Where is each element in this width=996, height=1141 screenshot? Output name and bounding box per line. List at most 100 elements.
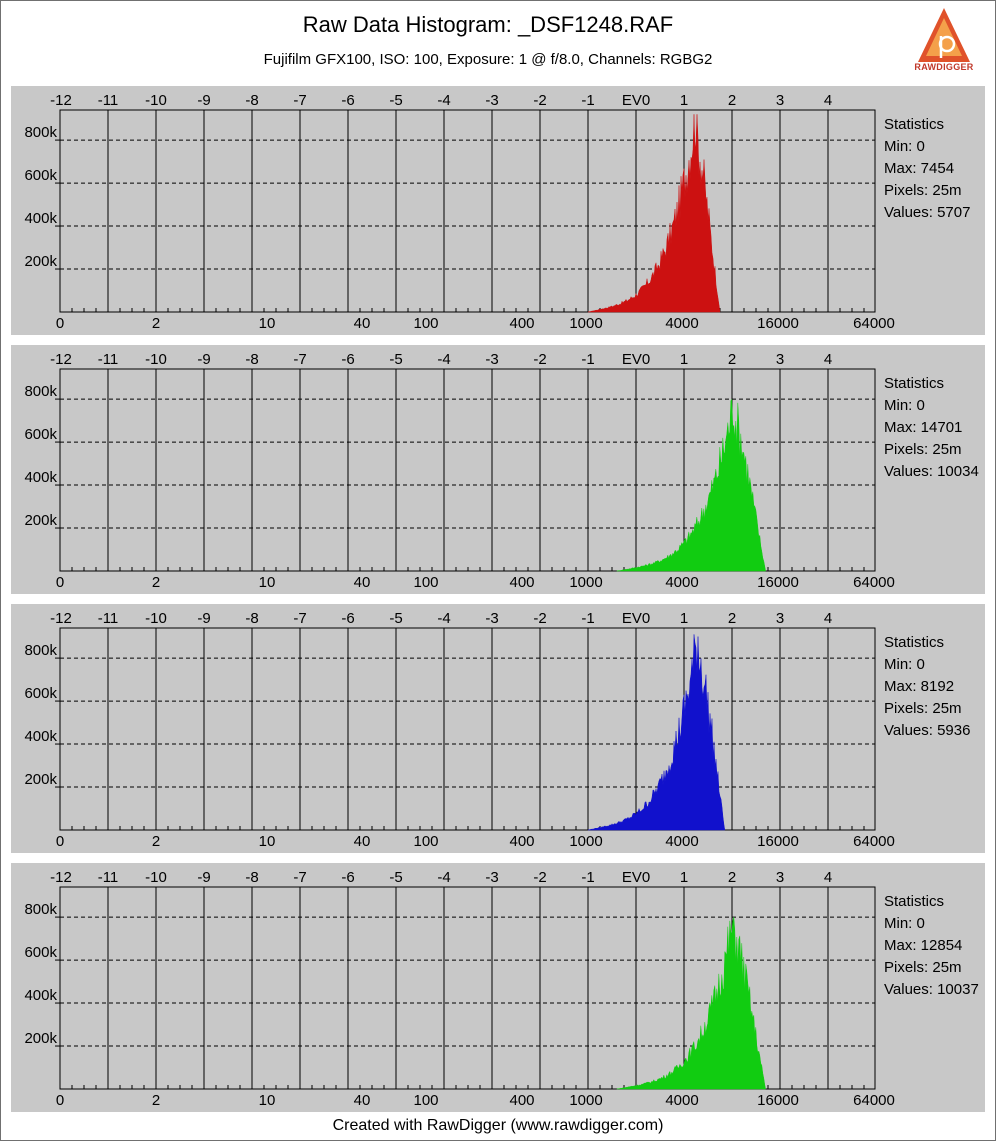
page-title: Raw Data Histogram: _DSF1248.RAF	[302, 12, 674, 37]
y-tick-label: 400k	[24, 728, 57, 745]
stats-max: Max: 7454	[884, 160, 955, 177]
ev-tick-label: -6	[341, 351, 354, 368]
value-tick-label: 16000	[757, 315, 799, 332]
value-tick-label: 10	[259, 574, 276, 591]
value-tick-label: 64000	[853, 1092, 895, 1109]
histogram-area	[616, 917, 766, 1090]
stats-min: Min: 0	[884, 138, 925, 155]
value-tick-label: 100	[413, 833, 438, 850]
histogram-chart-green2: -12 -11 -10 -9 -8 -7 -6 -5 -4 -3 -2 -1 EV0 1 2 3 4 200k 40…	[24, 869, 895, 1109]
ev-tick-label: -5	[389, 92, 402, 109]
value-tick-label: 400	[509, 574, 534, 591]
stats-pixels: Pixels: 25m	[884, 441, 962, 458]
ev-tick-label: -10	[145, 610, 167, 627]
ev-tick-label: -4	[437, 869, 450, 886]
value-tick-label: 1000	[569, 833, 602, 850]
ev-tick-label: -3	[485, 610, 498, 627]
ev-tick-label: -7	[293, 351, 306, 368]
value-tick-label: 16000	[757, 574, 799, 591]
histogram-area	[616, 398, 766, 572]
ev-tick-label: -7	[293, 610, 306, 627]
y-tick-label: 600k	[24, 685, 57, 702]
histogram-panel-green2: -12 -11 -10 -9 -8 -7 -6 -5 -4 -3 -2 -1 EV0 1 2 3 4 200k 40…	[11, 863, 985, 1112]
ev-tick-label: EV0	[622, 351, 650, 368]
ev-tick-label: -3	[485, 869, 498, 886]
ev-tick-label: -12	[50, 92, 72, 109]
y-tick-label: 800k	[24, 901, 57, 918]
page-subtitle: Fujifilm GFX100, ISO: 100, Exposure: 1 @…	[263, 51, 713, 68]
y-tick-label: 200k	[24, 771, 57, 788]
value-tick-label: 1000	[569, 315, 602, 332]
ev-tick-label: -1	[581, 869, 594, 886]
stats-min: Min: 0	[884, 397, 925, 414]
ev-tick-label: -5	[389, 869, 402, 886]
value-tick-label: 4000	[665, 574, 698, 591]
ev-tick-label: -6	[341, 869, 354, 886]
value-tick-label: 2	[152, 1092, 160, 1109]
stats-max: Max: 12854	[884, 937, 963, 954]
cropped-subtitle-line	[0, 76, 976, 84]
stats-values: Values: 10037	[884, 981, 979, 998]
y-tick-label: 200k	[24, 1030, 57, 1047]
ev-tick-label: -8	[245, 351, 258, 368]
value-tick-label: 10	[259, 1092, 276, 1109]
value-tick-label: 16000	[757, 833, 799, 850]
value-tick-label: 64000	[853, 315, 895, 332]
value-tick-label: 16000	[757, 1092, 799, 1109]
ev-tick-label: -4	[437, 351, 450, 368]
ev-tick-label: -1	[581, 610, 594, 627]
ev-tick-label: 1	[680, 610, 688, 627]
ev-tick-label: 2	[728, 92, 736, 109]
ev-tick-label: 2	[728, 869, 736, 886]
ev-tick-label: -9	[197, 610, 210, 627]
stats-min: Min: 0	[884, 915, 925, 932]
ev-tick-label: -11	[98, 351, 119, 368]
stats-title: Statistics	[884, 116, 945, 133]
stats-title: Statistics	[884, 375, 945, 392]
ev-tick-label: EV0	[622, 610, 650, 627]
ev-tick-label: EV0	[622, 92, 650, 109]
ev-tick-label: -4	[437, 92, 450, 109]
value-tick-label: 400	[509, 315, 534, 332]
value-tick-label: 1000	[569, 1092, 602, 1109]
ev-tick-label: 3	[776, 351, 784, 368]
footer-credit: Created with RawDigger (www.rawdigger.co…	[332, 1117, 664, 1134]
histogram-chart-red: -12 -11 -10 -9 -8 -7 -6 -5 -4 -3 -2 -1 EV0 1 2 3 4 200k 40…	[24, 92, 895, 332]
ev-tick-label: -3	[485, 351, 498, 368]
y-tick-label: 800k	[24, 642, 57, 659]
ev-tick-label: -10	[145, 351, 167, 368]
ev-tick-label: -11	[98, 869, 119, 886]
histogram-chart-green: -12 -11 -10 -9 -8 -7 -6 -5 -4 -3 -2 -1 EV0 1 2 3 4 200k 40…	[24, 351, 895, 591]
histogram-chart-blue: -12 -11 -10 -9 -8 -7 -6 -5 -4 -3 -2 -1 EV0 1 2 3 4 200k 40…	[24, 610, 894, 850]
ev-tick-label: -2	[533, 869, 546, 886]
ev-tick-label: 1	[680, 869, 688, 886]
y-tick-label: 200k	[24, 512, 57, 529]
stats-title: Statistics	[884, 634, 945, 651]
value-tick-label: 100	[413, 574, 438, 591]
value-tick-label: 0	[56, 574, 64, 591]
ev-tick-label: -2	[533, 610, 546, 627]
y-tick-label: 800k	[24, 383, 57, 400]
ev-tick-label: 4	[824, 869, 832, 886]
ev-tick-label: -7	[293, 869, 306, 886]
y-tick-label: 600k	[24, 944, 57, 961]
value-tick-label: 2	[152, 833, 160, 850]
stats-pixels: Pixels: 25m	[884, 700, 962, 717]
y-tick-label: 400k	[24, 210, 57, 227]
value-tick-label: 4000	[665, 833, 698, 850]
value-tick-label: 0	[56, 833, 64, 850]
ev-tick-label: -10	[145, 92, 167, 109]
statistics-block: Statistics Min: 0 Max: 14701 Pixels: 25m…	[884, 345, 984, 483]
ev-tick-label: -9	[197, 869, 210, 886]
stats-values: Values: 10034	[884, 463, 979, 480]
ev-tick-label: -6	[341, 92, 354, 109]
value-tick-label: 0	[56, 1092, 64, 1109]
y-tick-label: 600k	[24, 167, 57, 184]
value-tick-label: 64000	[853, 574, 895, 591]
ev-tick-label: 2	[728, 351, 736, 368]
value-tick-label: 100	[413, 315, 438, 332]
ev-tick-label: -2	[533, 351, 546, 368]
value-tick-label: 10	[259, 833, 276, 850]
ev-tick-label: -8	[245, 92, 258, 109]
value-tick-label: 0	[56, 315, 64, 332]
